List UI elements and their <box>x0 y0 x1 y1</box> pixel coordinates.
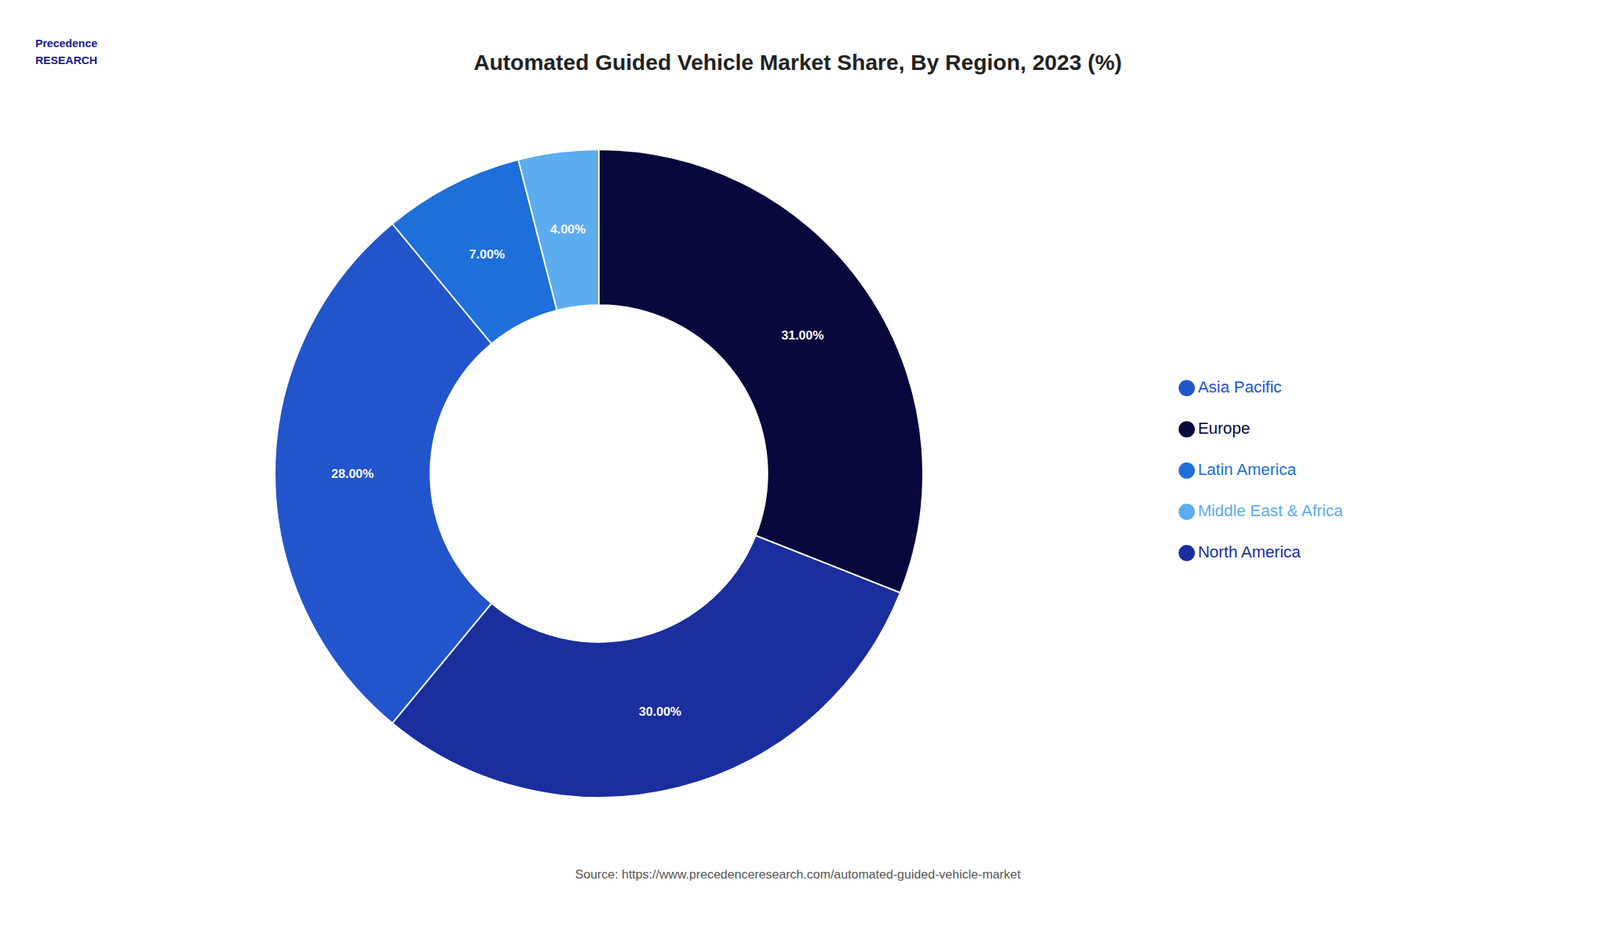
html-text:Middle East & Africa: Middle East & Africa <box>1197 501 1343 521</box>
svg-text:31.00%: 31.00% <box>781 328 825 343</box>
html-text:Source: https://www.precedence: Source: https://www.precedenceresearch.c… <box>575 867 1021 882</box>
html-text:Precedence RESEARCH: Precedence RESEARCH <box>35 36 98 66</box>
html-text:Automated Guided Vehicle Marke: Automated Guided Vehicle Market Share, B… <box>473 50 1122 75</box>
svg-text:7.00%: 7.00% <box>469 247 505 262</box>
svg-text:30.00%: 30.00% <box>638 704 682 719</box>
html-text:Europe: Europe <box>1197 419 1251 438</box>
svg-text:4.00%: 4.00% <box>550 222 586 237</box>
html-text:Latin America: Latin America <box>1197 460 1297 479</box>
html-text:Asia Pacific: Asia Pacific <box>1197 377 1282 397</box>
html-text:North America: North America <box>1197 542 1301 562</box>
svg-text:28.00%: 28.00% <box>331 467 375 482</box>
